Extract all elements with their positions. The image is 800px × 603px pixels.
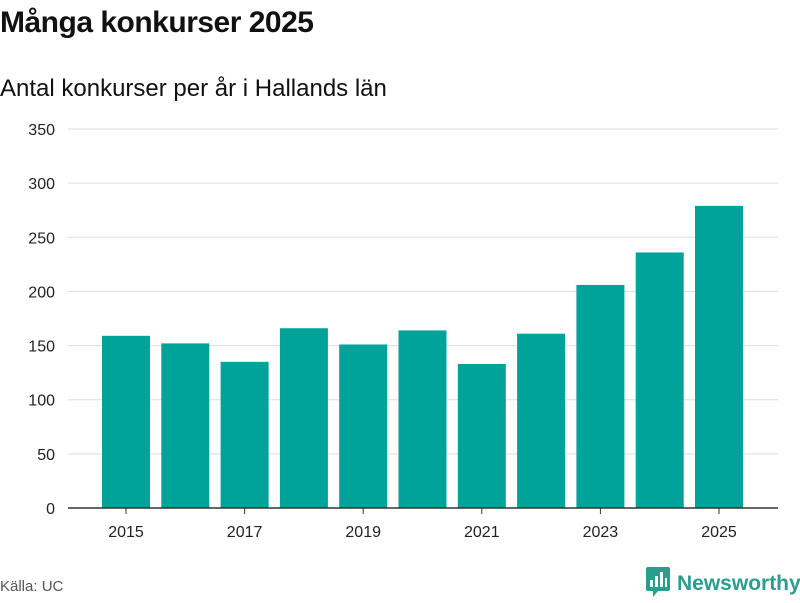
- x-tick-label: 2021: [464, 524, 500, 541]
- bar-2017: [220, 361, 269, 508]
- bar-2016: [161, 343, 210, 508]
- y-tick-label: 350: [28, 122, 55, 139]
- y-tick-label: 100: [28, 393, 55, 410]
- x-tick-label: 2015: [108, 524, 144, 541]
- y-tick-label: 50: [37, 447, 55, 464]
- bar-2021: [457, 363, 506, 508]
- chart-title: Många konkurser 2025: [0, 6, 314, 39]
- bar-2020: [398, 330, 447, 508]
- y-tick-label: 250: [28, 230, 55, 247]
- newsworthy-logo-icon: [645, 566, 671, 603]
- bar-chart: 0 50 100 150 200 250 300 350 2015 2017 2019 2021 202…: [28, 122, 778, 541]
- y-tick-label: 200: [28, 284, 55, 301]
- axes: 0 50 100 150 200 250 300 350 2015 2017 2019 2021 202…: [28, 122, 778, 541]
- x-tick-label: 2023: [583, 524, 619, 541]
- y-tick-label: 150: [28, 339, 55, 356]
- brand-logo: Newsworthy: [645, 566, 800, 603]
- bar-2023: [576, 284, 625, 508]
- y-tick-label: 0: [46, 501, 55, 518]
- x-tick-label: 2017: [227, 524, 263, 541]
- bar-2024: [635, 252, 684, 508]
- chart-subtitle: Antal konkurser per år i Hallands län: [0, 75, 387, 102]
- bars: [102, 205, 743, 508]
- x-tick-label: 2025: [701, 524, 737, 541]
- bar-2015: [102, 335, 150, 508]
- x-tick-label: 2019: [345, 524, 381, 541]
- bar-2018: [279, 328, 328, 508]
- source-note: Källa: UC: [0, 578, 64, 595]
- bar-2019: [339, 344, 388, 508]
- brand-name: Newsworthy: [677, 572, 800, 595]
- y-tick-label: 300: [28, 176, 55, 193]
- bar-2025: [695, 205, 743, 508]
- bar-2022: [517, 333, 566, 508]
